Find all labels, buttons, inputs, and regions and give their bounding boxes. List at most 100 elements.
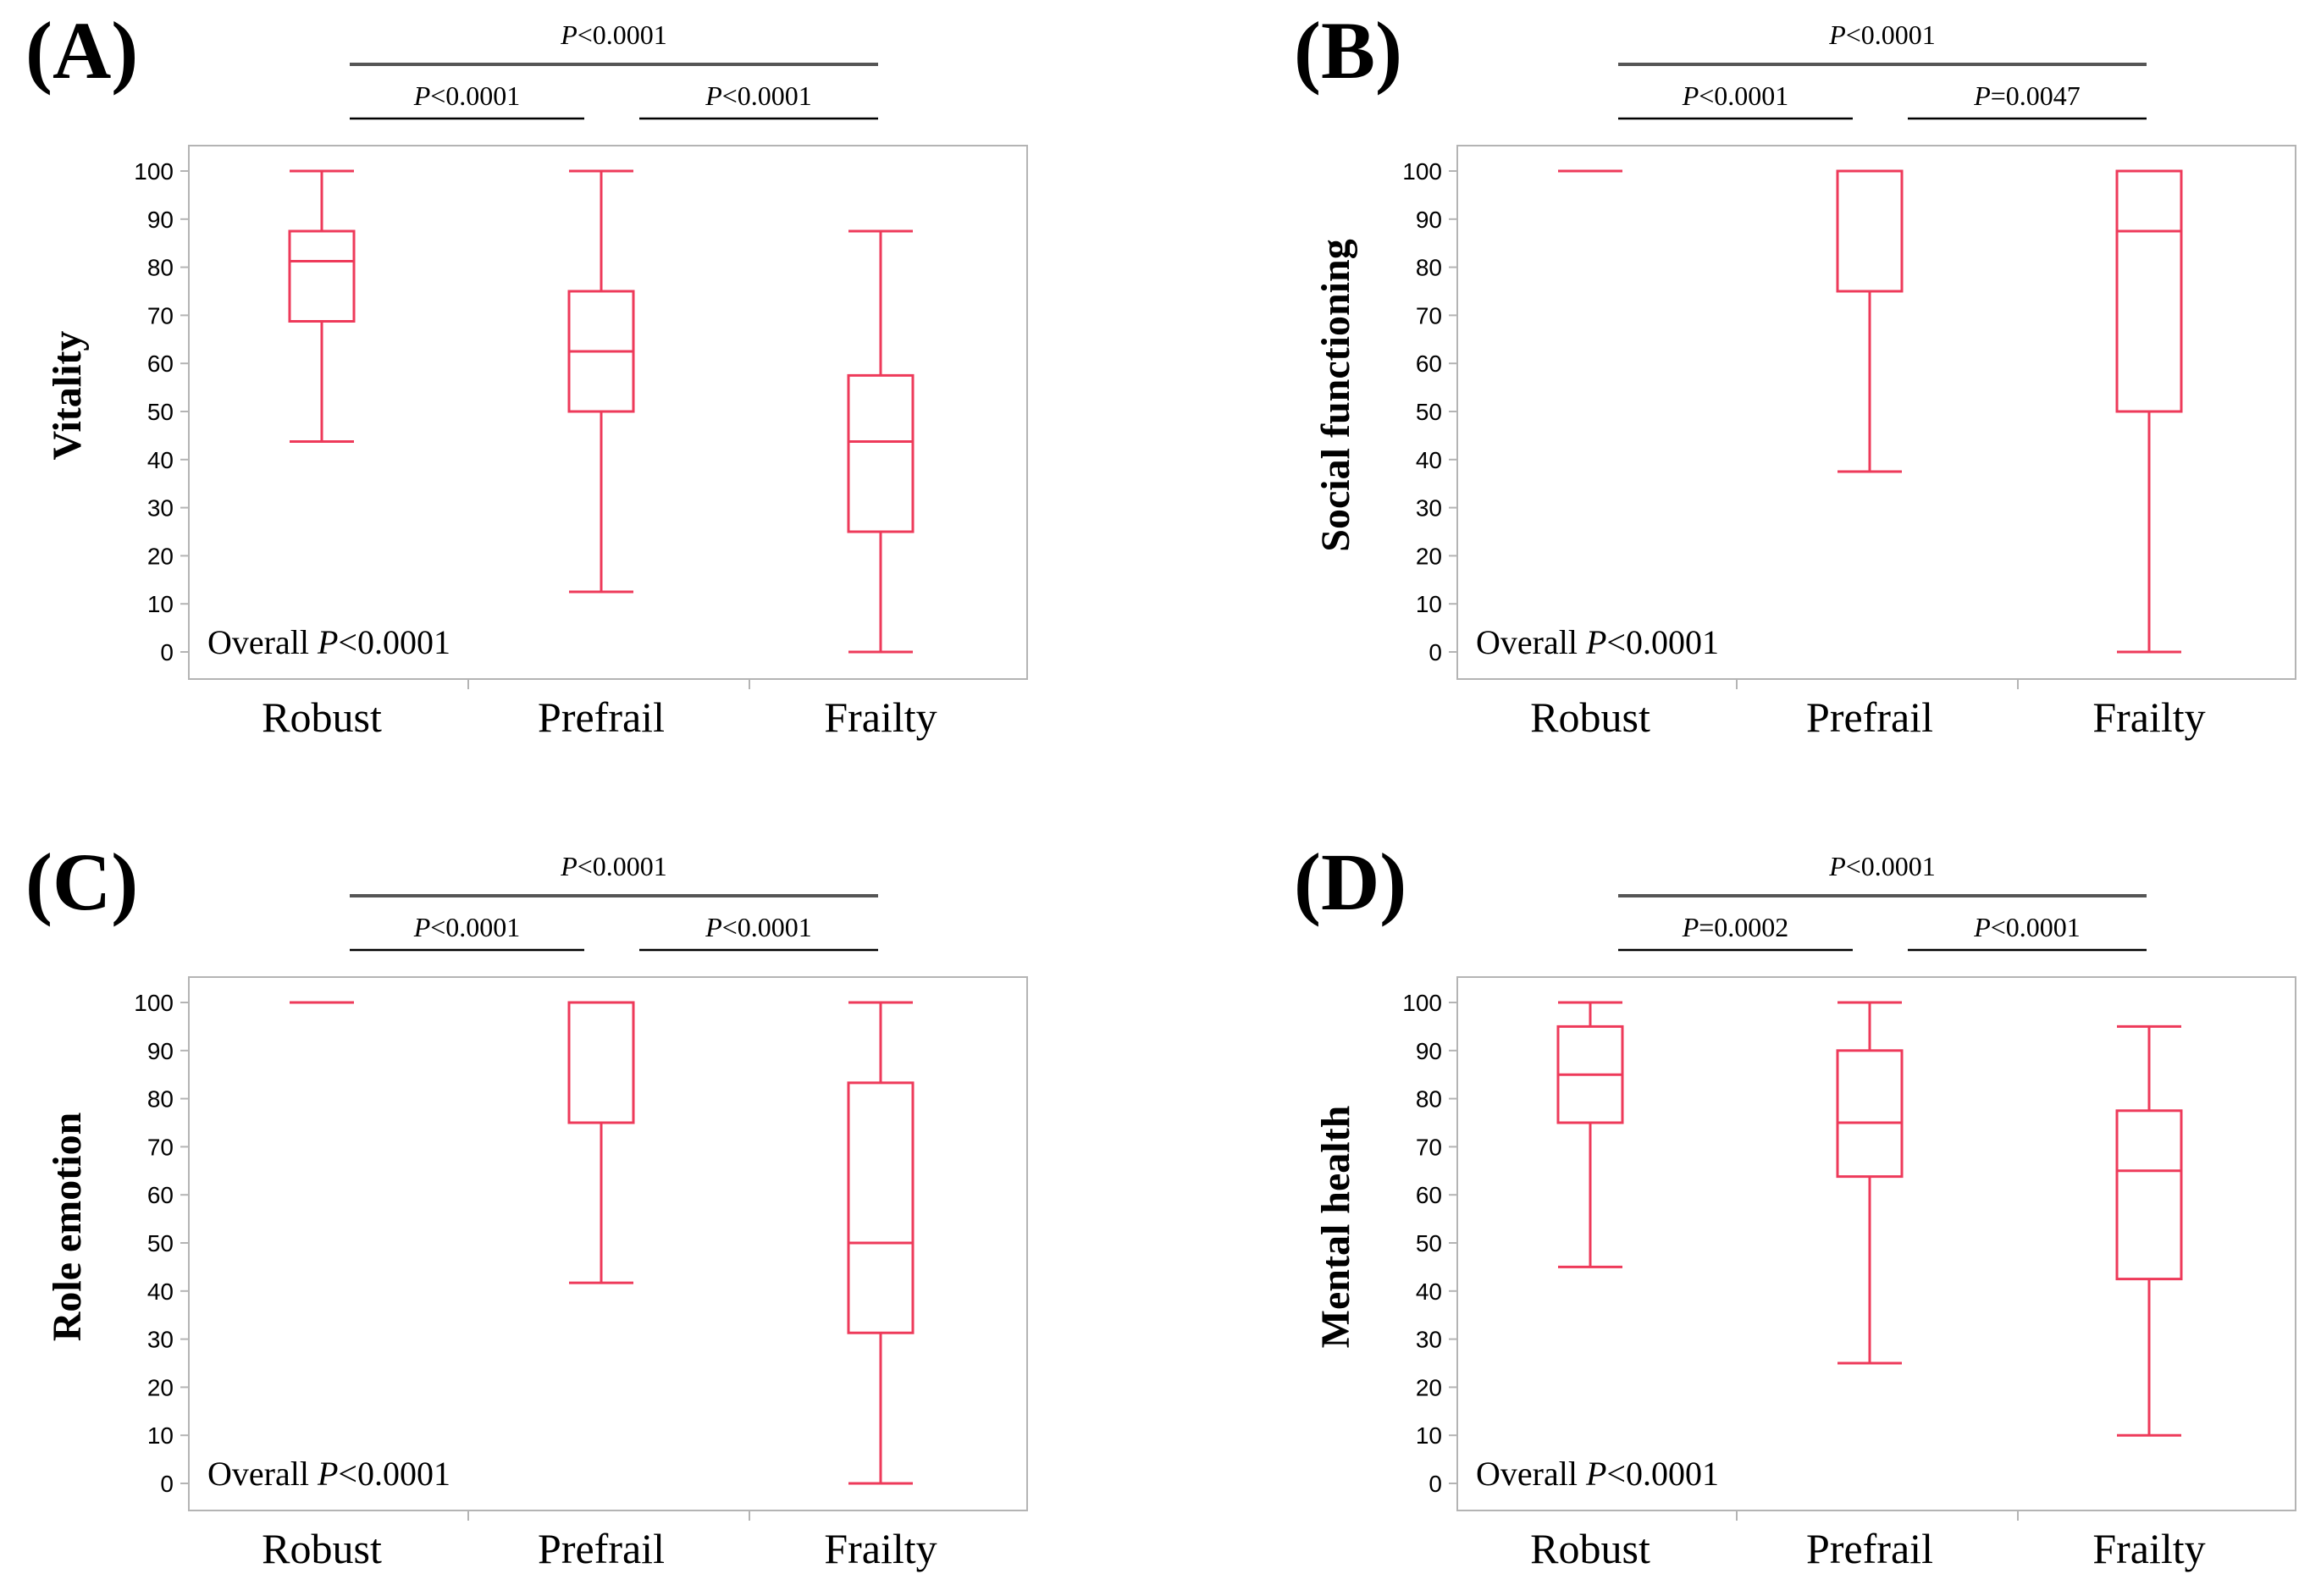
y-tick-label: 0 bbox=[1429, 639, 1442, 665]
y-tick-label: 40 bbox=[1416, 447, 1442, 473]
bracket-p-value: P<0.0001 bbox=[1828, 851, 1936, 881]
x-category-label: Robust bbox=[1530, 1525, 1650, 1572]
x-category-label: Frailty bbox=[824, 693, 937, 741]
y-tick-label: 90 bbox=[1416, 207, 1442, 233]
comparison-overall-span: P<0.0001 bbox=[1618, 851, 2147, 897]
y-tick-label: 20 bbox=[147, 1374, 174, 1400]
comparison-pair: P<0.0001 bbox=[350, 912, 584, 952]
y-tick-label: 20 bbox=[1416, 1374, 1442, 1400]
y-tick-label: 10 bbox=[147, 591, 174, 617]
x-category-label: Frailty bbox=[2092, 1525, 2205, 1572]
box-robust bbox=[288, 169, 356, 443]
iqr-box bbox=[2115, 1109, 2183, 1281]
x-category-label: Prefrail bbox=[538, 693, 665, 741]
y-tick-label: 20 bbox=[1416, 543, 1442, 569]
y-tick-label: 90 bbox=[147, 1038, 174, 1064]
y-tick-label: 50 bbox=[1416, 399, 1442, 425]
y-tick-label: 0 bbox=[1429, 1471, 1442, 1497]
y-tick-label: 80 bbox=[147, 255, 174, 281]
y-tick-label: 50 bbox=[147, 1230, 174, 1256]
y-tick-label: 40 bbox=[1416, 1278, 1442, 1305]
chart-panel-b: (B) 0 10 20 30 40 50 60 70 80 90 100 Social function… bbox=[1294, 5, 2296, 741]
bracket-p-value: P<0.0001 bbox=[1973, 912, 2081, 942]
y-tick-label: 50 bbox=[1416, 1230, 1442, 1256]
y-tick-label: 50 bbox=[147, 399, 174, 425]
x-category-label: Prefrail bbox=[538, 1525, 665, 1572]
panel-label: (B) bbox=[1294, 5, 1402, 96]
comparison-pair: P=0.0047 bbox=[1908, 80, 2147, 120]
y-tick-label: 10 bbox=[1416, 1422, 1442, 1449]
x-category-label: Frailty bbox=[2092, 693, 2205, 741]
bracket-p-value: P<0.0001 bbox=[705, 912, 812, 942]
panel-label: (D) bbox=[1294, 837, 1406, 927]
y-tick-label: 20 bbox=[147, 543, 174, 569]
box-frailty bbox=[847, 1001, 915, 1485]
y-tick-label: 60 bbox=[147, 1182, 174, 1208]
y-tick-label: 80 bbox=[1416, 1086, 1442, 1113]
iqr-box bbox=[567, 1001, 635, 1124]
y-tick-label: 100 bbox=[1402, 158, 1442, 185]
y-tick-label: 10 bbox=[1416, 591, 1442, 617]
y-tick-label: 30 bbox=[147, 495, 174, 522]
box-prefrail bbox=[1836, 169, 1904, 473]
overall-p-value: Overall P<0.0001 bbox=[1476, 623, 1719, 661]
y-tick-label: 70 bbox=[1416, 302, 1442, 329]
y-tick-label: 90 bbox=[147, 207, 174, 233]
x-category-label: Prefrail bbox=[1806, 1525, 1933, 1572]
x-category-label: Prefrail bbox=[1806, 693, 1933, 741]
x-category-label: Robust bbox=[262, 693, 382, 741]
box-prefrail bbox=[1836, 1001, 1904, 1365]
chart-panel-a: (A) 0 10 20 30 40 50 60 70 80 90 100 Vitality Robust P… bbox=[25, 5, 1028, 741]
y-tick-label: 70 bbox=[1416, 1134, 1442, 1160]
iqr-box bbox=[1836, 1049, 1904, 1179]
chart-panel-d: (D) 0 10 20 30 40 50 60 70 80 90 100 Mental health Ro… bbox=[1294, 837, 2296, 1572]
y-tick-label: 60 bbox=[147, 351, 174, 377]
bracket-p-value: P<0.0001 bbox=[705, 80, 812, 111]
bracket-p-value: P<0.0001 bbox=[560, 851, 667, 881]
bracket-p-value: P<0.0001 bbox=[413, 80, 521, 111]
y-tick-label: 100 bbox=[1402, 990, 1442, 1016]
bracket-p-value: P<0.0001 bbox=[560, 19, 667, 50]
y-tick-label: 80 bbox=[1416, 255, 1442, 281]
comparison-pair: P<0.0001 bbox=[1618, 80, 1853, 120]
plot-frame bbox=[1456, 976, 2296, 1511]
y-tick-label: 60 bbox=[1416, 351, 1442, 377]
comparison-pair: P=0.0002 bbox=[1618, 912, 1853, 952]
iqr-box bbox=[2115, 169, 2183, 413]
y-axis-label: Role emotion bbox=[45, 1113, 90, 1342]
comparison-pair: P<0.0001 bbox=[350, 80, 584, 120]
y-tick-label: 60 bbox=[1416, 1182, 1442, 1208]
y-tick-label: 40 bbox=[147, 1278, 174, 1305]
box-robust bbox=[1556, 1001, 1624, 1268]
y-tick-label: 40 bbox=[147, 447, 174, 473]
comparison-pair: P<0.0001 bbox=[639, 912, 878, 952]
overall-p-value: Overall P<0.0001 bbox=[207, 623, 450, 661]
iqr-box bbox=[847, 1081, 915, 1334]
box-prefrail bbox=[567, 1001, 635, 1284]
comparison-pair: P<0.0001 bbox=[639, 80, 878, 120]
panel-label: (A) bbox=[25, 5, 138, 96]
x-category-label: Robust bbox=[1530, 693, 1650, 741]
bracket-p-value: P<0.0001 bbox=[413, 912, 521, 942]
y-tick-label: 70 bbox=[147, 302, 174, 329]
x-category-label: Frailty bbox=[824, 1525, 937, 1572]
comparison-overall-span: P<0.0001 bbox=[1618, 19, 2147, 66]
overall-p-value: Overall P<0.0001 bbox=[1476, 1455, 1719, 1493]
panel-label: (C) bbox=[25, 837, 138, 927]
y-tick-label: 10 bbox=[147, 1422, 174, 1449]
y-tick-label: 30 bbox=[1416, 1327, 1442, 1353]
chart-panel-c: (C) 0 10 20 30 40 50 60 70 80 90 100 Role emotion Rob… bbox=[25, 837, 1028, 1572]
bracket-p-value: P=0.0047 bbox=[1973, 80, 2081, 111]
y-tick-label: 100 bbox=[134, 158, 174, 185]
y-axis-label: Social functioning bbox=[1313, 239, 1358, 551]
box-prefrail bbox=[567, 169, 635, 594]
comparison-pair: P<0.0001 bbox=[1908, 912, 2147, 952]
y-tick-label: 30 bbox=[1416, 495, 1442, 522]
y-tick-label: 0 bbox=[160, 639, 174, 665]
iqr-box bbox=[1836, 169, 1904, 293]
y-tick-label: 100 bbox=[134, 990, 174, 1016]
iqr-box bbox=[288, 229, 356, 323]
bracket-p-value: P<0.0001 bbox=[1828, 19, 1936, 50]
y-axis-label: Mental health bbox=[1313, 1106, 1358, 1349]
